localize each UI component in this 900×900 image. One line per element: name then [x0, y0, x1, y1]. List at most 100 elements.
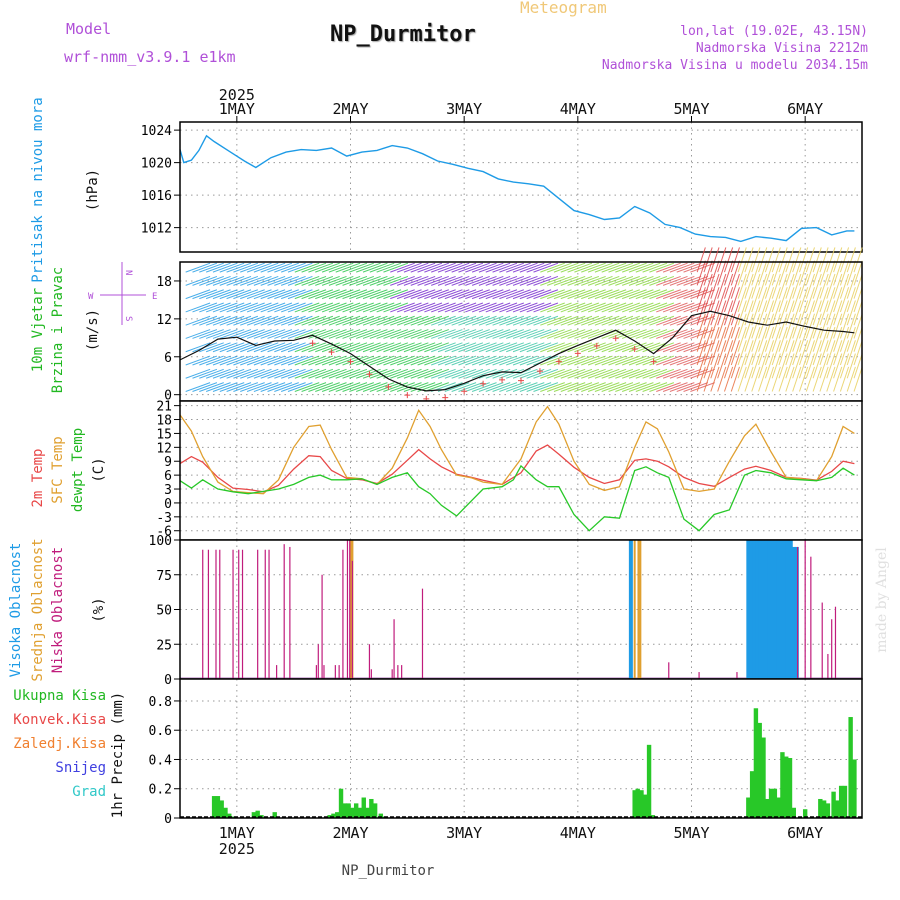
wind-barb — [826, 247, 836, 273]
wind-barb — [260, 342, 286, 353]
wind-barb — [246, 368, 272, 379]
wind-barb — [778, 273, 788, 299]
wind-barb — [526, 275, 552, 286]
mid-cloud-bar — [639, 540, 642, 679]
wind-barb — [615, 315, 640, 326]
wind-barb — [308, 382, 334, 392]
wind-barb — [833, 313, 843, 339]
wind-barb — [608, 275, 634, 286]
wind-barb — [839, 247, 850, 273]
wind-barb — [356, 315, 381, 326]
mid-cloud-bar — [637, 540, 640, 679]
wind-barb — [662, 275, 688, 286]
wind-barb — [628, 342, 654, 353]
precip-bar — [753, 708, 759, 818]
mid-cloud-axis-title: Srednja Oblacnost — [30, 538, 46, 681]
wind-barb — [669, 355, 695, 366]
wind-barb — [192, 382, 218, 392]
precip-bar — [825, 803, 831, 818]
low-cloud-bar — [796, 546, 799, 679]
wind-barb — [246, 275, 272, 286]
wind-barb — [744, 247, 754, 273]
wind-barb — [587, 382, 613, 392]
wind-barb — [362, 315, 388, 326]
wind-barb — [205, 315, 231, 326]
wind-barb — [608, 342, 634, 353]
low-cloud-bar — [391, 669, 393, 679]
wind-barb — [764, 300, 775, 326]
low-cloud-bar — [804, 540, 806, 679]
wind-barb — [506, 368, 531, 379]
wind-barb — [642, 382, 668, 392]
wind-barb — [771, 313, 781, 339]
wind-barb — [396, 275, 422, 286]
y-tick-label: 100 — [149, 534, 172, 549]
wind-barb — [853, 313, 863, 339]
wind-unit: (m/s) — [85, 309, 101, 351]
wind-barb — [628, 329, 654, 339]
wind-barb — [458, 382, 484, 392]
wind-barb — [710, 313, 720, 339]
wind-barb — [553, 289, 579, 300]
precip-bar — [821, 800, 827, 818]
low-cloud-bar — [215, 549, 217, 679]
wind-barb — [471, 315, 497, 326]
wind-barb — [676, 368, 702, 379]
wind-barb — [649, 262, 675, 273]
wind-barb — [233, 275, 259, 286]
wind-barb — [212, 342, 238, 353]
wind-barb — [751, 326, 761, 352]
wind-barb — [499, 342, 524, 353]
wind-barb — [240, 355, 265, 366]
wind-barb — [553, 302, 579, 313]
wind-barb — [205, 382, 231, 392]
wind-barb — [526, 315, 552, 326]
wind-barb — [246, 329, 272, 339]
wind-barb — [778, 353, 788, 379]
wind-barb — [826, 340, 836, 366]
wind-barb — [342, 329, 368, 339]
wind-barb — [424, 342, 449, 353]
wind-barb — [621, 302, 647, 313]
wind-barb — [280, 368, 306, 379]
wind-barb — [383, 368, 409, 379]
wind-barb — [478, 275, 504, 286]
high-cloud-bar — [773, 540, 778, 679]
precip-bar — [211, 796, 217, 818]
wind-barb — [451, 368, 477, 379]
wind-barb — [492, 342, 518, 353]
wind-barb — [587, 355, 613, 366]
wind-barb — [431, 302, 456, 313]
wind-barb — [533, 289, 559, 300]
wind-barb — [723, 313, 734, 339]
wind-barb — [799, 247, 809, 273]
wind-barb — [546, 275, 572, 286]
wind-barb — [410, 262, 436, 273]
wind-barb — [839, 326, 850, 352]
wind-barb — [403, 355, 429, 366]
wind-barb — [635, 368, 661, 379]
wind-barb — [812, 313, 822, 339]
wind-barb — [328, 368, 354, 379]
wind-barb — [267, 355, 293, 366]
wind-barb — [567, 368, 593, 379]
high-cloud-bar — [752, 540, 757, 679]
wind-barb — [437, 342, 463, 353]
wind-barb — [730, 326, 740, 352]
wind-gust-marker — [555, 358, 562, 365]
wind-barb — [349, 262, 374, 273]
wind-barb — [199, 289, 224, 300]
wind-barb — [226, 315, 252, 326]
wind-barb — [390, 342, 415, 353]
wind-gust-marker — [404, 392, 411, 399]
wind-barb — [465, 342, 490, 353]
wind-barb — [410, 289, 436, 300]
precip-bar — [646, 744, 652, 818]
wind-barb — [628, 355, 654, 366]
precip-bar — [365, 807, 370, 818]
y-tick-label: 1016 — [141, 189, 172, 204]
y-tick-label: 6 — [164, 351, 172, 366]
wind-barb — [287, 289, 313, 300]
wind-barb — [410, 355, 436, 366]
high-cloud-bar — [794, 546, 799, 679]
